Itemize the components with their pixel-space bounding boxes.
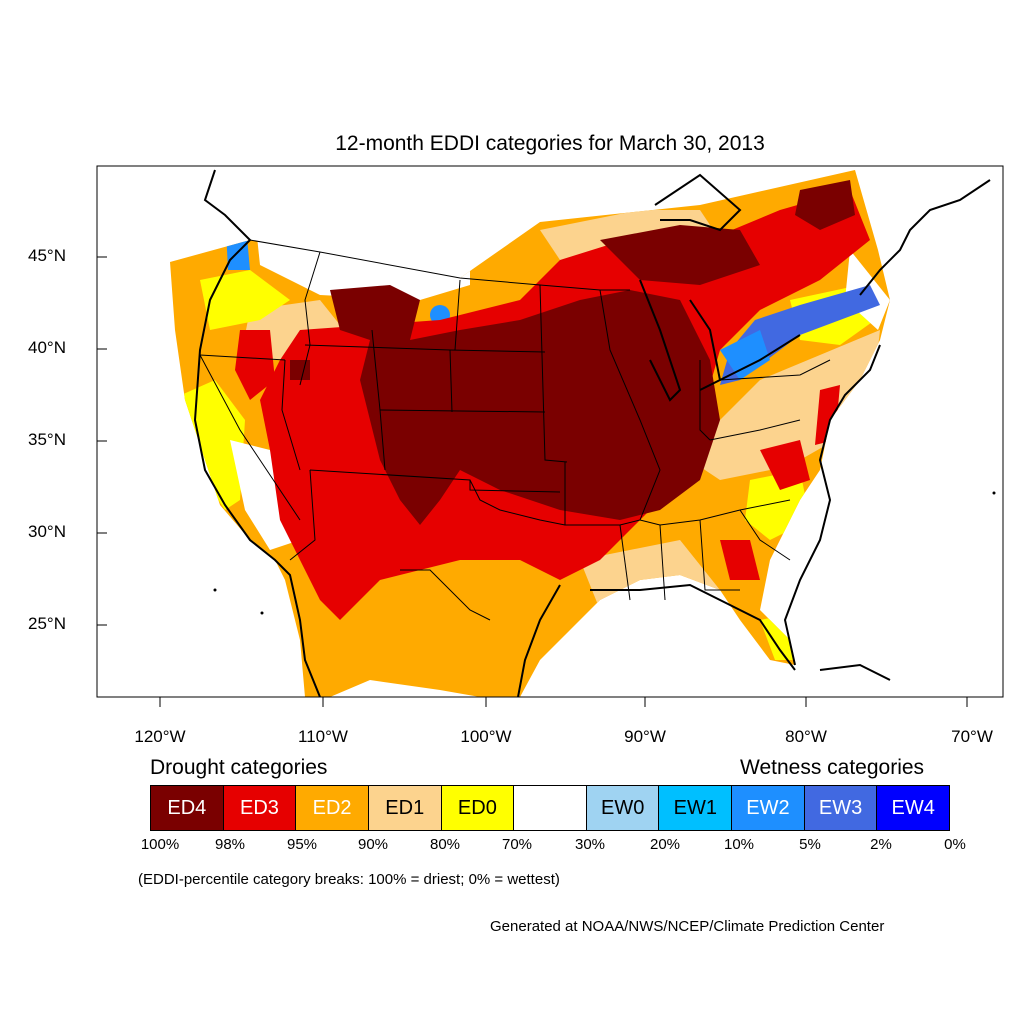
drought-heading: Drought categories (150, 756, 328, 779)
lon-label-120: 120°W (134, 727, 186, 746)
break-label: 30% (574, 836, 606, 853)
lon-label-100: 100°W (460, 727, 512, 746)
credit-line: Generated at NOAA/NWS/NCEP/Climate Predi… (490, 918, 885, 935)
legend-label: ED3 (240, 796, 279, 819)
lon-label-70: 70°W (951, 727, 993, 746)
legend-label: EW4 (891, 796, 935, 819)
category-legend: ED4 ED3 ED2 ED1 ED0 EW0 EW1 EW2 EW3 EW4 (150, 785, 950, 831)
legend-label: EW1 (673, 796, 717, 819)
break-label: 98% (214, 836, 246, 853)
break-label: 20% (649, 836, 681, 853)
category-note: (EDDI-percentile category breaks: 100% =… (138, 871, 560, 888)
map-frame (96, 165, 1004, 698)
break-label: 95% (286, 836, 318, 853)
break-label: 0% (944, 836, 966, 853)
lon-label-90: 90°W (624, 727, 666, 746)
legend-cell-ed4: ED4 (151, 786, 224, 830)
legend-label: ED1 (385, 796, 425, 819)
legend-label: EW3 (818, 796, 863, 819)
legend-cell-ed3: ED3 (223, 786, 297, 830)
lat-label-40: 40°N (28, 338, 66, 357)
break-label: 70% (501, 836, 533, 853)
legend-label: ED2 (312, 796, 352, 819)
lat-label-30: 30°N (28, 522, 66, 541)
break-label: 100% (140, 836, 180, 853)
legend-label: EW0 (600, 796, 645, 819)
eddi-field (170, 170, 890, 697)
lon-label-80: 80°W (785, 727, 827, 746)
break-label: 5% (799, 836, 821, 853)
lat-label-45: 45°N (28, 246, 66, 265)
legend-cell-ed1: ED1 (368, 786, 442, 830)
legend-cell-ed2: ED2 (296, 786, 369, 830)
legend-cell-ew0: EW0 (586, 786, 660, 830)
map-title: 12-month EDDI categories for March 30, 2… (335, 132, 765, 155)
coastlines (193, 169, 991, 697)
axis-ticks (97, 256, 968, 707)
islands (213, 491, 996, 615)
break-label: 90% (357, 836, 389, 853)
legend-label: ED0 (457, 796, 497, 819)
break-label: 2% (870, 836, 892, 853)
legend-label: EW2 (746, 796, 790, 819)
legend-label: ED4 (167, 796, 207, 819)
legend-cell-ew3: EW3 (804, 786, 878, 830)
lat-label-35: 35°N (28, 430, 66, 449)
legend-cell-ed0: ED0 (441, 786, 515, 830)
legend-cell-neutral (514, 786, 587, 830)
lat-label-25: 25°N (28, 614, 66, 633)
break-label: 10% (723, 836, 755, 853)
legend-cell-ew1: EW1 (659, 786, 733, 830)
legend-cell-ew4: EW4 (877, 786, 950, 830)
lon-label-110: 110°W (298, 727, 348, 746)
state-boundaries (199, 239, 831, 621)
wetness-heading: Wetness categories (740, 756, 925, 779)
break-label: 80% (429, 836, 461, 853)
legend-cell-ew2: EW2 (732, 786, 805, 830)
